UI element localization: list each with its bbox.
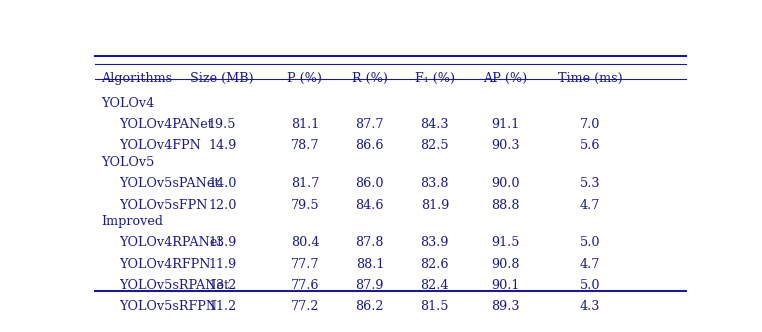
Text: 79.5: 79.5 — [290, 199, 319, 211]
Text: YOLOv4: YOLOv4 — [101, 97, 155, 110]
Text: 90.8: 90.8 — [491, 258, 520, 271]
Text: YOLOv4RFPN: YOLOv4RFPN — [119, 258, 210, 271]
Text: 82.5: 82.5 — [421, 139, 449, 152]
Text: 86.2: 86.2 — [356, 300, 384, 313]
Text: 14.9: 14.9 — [208, 139, 236, 152]
Text: 91.1: 91.1 — [491, 118, 520, 131]
Text: 82.6: 82.6 — [421, 258, 449, 271]
Text: 5.0: 5.0 — [580, 236, 600, 249]
Text: 78.7: 78.7 — [290, 139, 319, 152]
Text: 86.6: 86.6 — [356, 139, 384, 152]
Text: AP (%): AP (%) — [484, 72, 528, 85]
Text: Improved: Improved — [101, 215, 163, 228]
Text: 84.6: 84.6 — [356, 199, 384, 211]
Text: 86.0: 86.0 — [356, 177, 384, 190]
Text: Size (MB): Size (MB) — [190, 72, 254, 85]
Text: 82.4: 82.4 — [421, 279, 449, 292]
Text: YOLOv5: YOLOv5 — [101, 156, 155, 169]
Text: 11.9: 11.9 — [208, 258, 236, 271]
Text: 13.2: 13.2 — [208, 279, 236, 292]
Text: 4.3: 4.3 — [580, 300, 600, 313]
Text: YOLOv5sPANet: YOLOv5sPANet — [119, 177, 219, 190]
Text: 83.9: 83.9 — [421, 236, 449, 249]
Text: 4.7: 4.7 — [580, 199, 600, 211]
Text: F₁ (%): F₁ (%) — [415, 72, 455, 85]
Text: 89.3: 89.3 — [491, 300, 520, 313]
Text: 81.9: 81.9 — [421, 199, 449, 211]
Text: 13.9: 13.9 — [208, 236, 236, 249]
Text: 81.5: 81.5 — [421, 300, 449, 313]
Text: 87.8: 87.8 — [356, 236, 384, 249]
Text: 87.7: 87.7 — [356, 118, 384, 131]
Text: 77.2: 77.2 — [290, 300, 319, 313]
Text: YOLOv4FPN: YOLOv4FPN — [119, 139, 200, 152]
Text: 91.5: 91.5 — [491, 236, 520, 249]
Text: 5.3: 5.3 — [580, 177, 600, 190]
Text: 77.6: 77.6 — [290, 279, 319, 292]
Text: 7.0: 7.0 — [580, 118, 600, 131]
Text: 5.6: 5.6 — [580, 139, 600, 152]
Text: 90.0: 90.0 — [491, 177, 520, 190]
Text: 4.7: 4.7 — [580, 258, 600, 271]
Text: 5.0: 5.0 — [580, 279, 600, 292]
Text: Algorithms: Algorithms — [101, 72, 172, 85]
Text: YOLOv4PANet: YOLOv4PANet — [119, 118, 213, 131]
Text: YOLOv5sFPN: YOLOv5sFPN — [119, 199, 207, 211]
Text: 77.7: 77.7 — [290, 258, 319, 271]
Text: 90.1: 90.1 — [491, 279, 520, 292]
Text: P (%): P (%) — [287, 72, 322, 85]
Text: 88.8: 88.8 — [491, 199, 520, 211]
Text: R (%): R (%) — [352, 72, 388, 85]
Text: 83.8: 83.8 — [421, 177, 449, 190]
Text: YOLOv5sRPANet: YOLOv5sRPANet — [119, 279, 229, 292]
Text: 88.1: 88.1 — [356, 258, 384, 271]
Text: Time (ms): Time (ms) — [558, 72, 623, 85]
Text: 87.9: 87.9 — [356, 279, 384, 292]
Text: YOLOv5sRFPN: YOLOv5sRFPN — [119, 300, 217, 313]
Text: 84.3: 84.3 — [421, 118, 449, 131]
Text: 11.2: 11.2 — [208, 300, 236, 313]
Text: 81.1: 81.1 — [291, 118, 319, 131]
Text: 12.0: 12.0 — [208, 199, 236, 211]
Text: 81.7: 81.7 — [291, 177, 319, 190]
Text: 90.3: 90.3 — [491, 139, 520, 152]
Text: 80.4: 80.4 — [290, 236, 319, 249]
Text: YOLOv4RPANet: YOLOv4RPANet — [119, 236, 223, 249]
Text: 19.5: 19.5 — [208, 118, 236, 131]
Text: 14.0: 14.0 — [208, 177, 236, 190]
